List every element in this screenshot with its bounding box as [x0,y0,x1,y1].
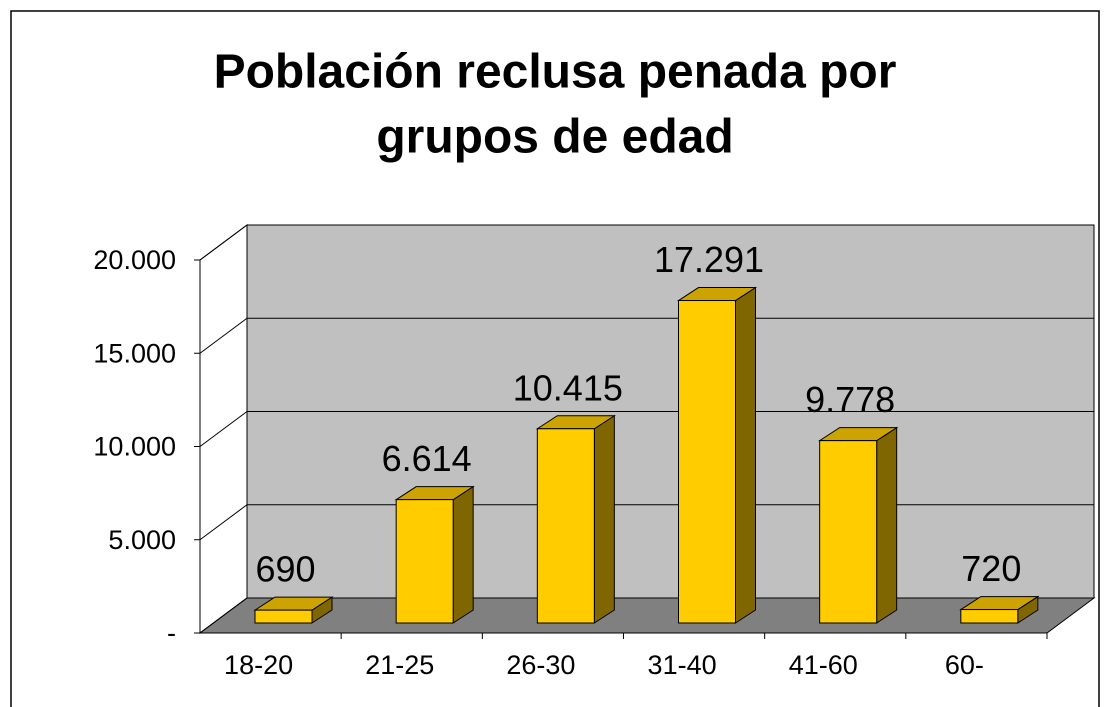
x-tick-label: 41-60 [789,650,858,680]
bar [254,609,313,624]
y-tick-label: - [167,618,176,648]
bar [819,440,878,624]
x-tick-label: 31-40 [648,650,717,680]
bar [536,428,595,624]
x-tick-label: 26-30 [506,650,575,680]
y-tick-label: 20.000 [93,245,176,275]
bar [678,300,736,624]
grid-line [199,504,248,541]
x-tick-label: 18-20 [224,650,293,680]
grid-line [199,597,248,634]
grid-line [199,411,248,447]
bar [395,499,454,624]
chart-title: Población reclusa penada por [214,46,897,99]
x-tick-label: 60- [945,650,984,680]
grid-line [199,224,248,261]
value-label: 690 [255,549,315,590]
value-label: 6.614 [382,438,472,479]
value-label: 10.415 [513,367,623,408]
value-label: 9.778 [805,379,895,420]
bar-side [593,414,615,624]
x-tick-label: 21-25 [365,650,434,680]
grid-line [199,317,248,354]
y-tick-label: 10.000 [93,432,176,462]
value-label: 17.291 [654,239,764,280]
y-tick-label: 5.000 [108,525,176,555]
y-tick-label: 15.000 [93,338,176,368]
bar [960,609,1019,624]
bar-side [452,485,474,624]
value-label: 720 [961,548,1021,589]
bar-side [735,286,756,624]
bar-side [876,426,898,624]
floor [198,597,1096,634]
chart-title: grupos de edad [376,111,733,164]
